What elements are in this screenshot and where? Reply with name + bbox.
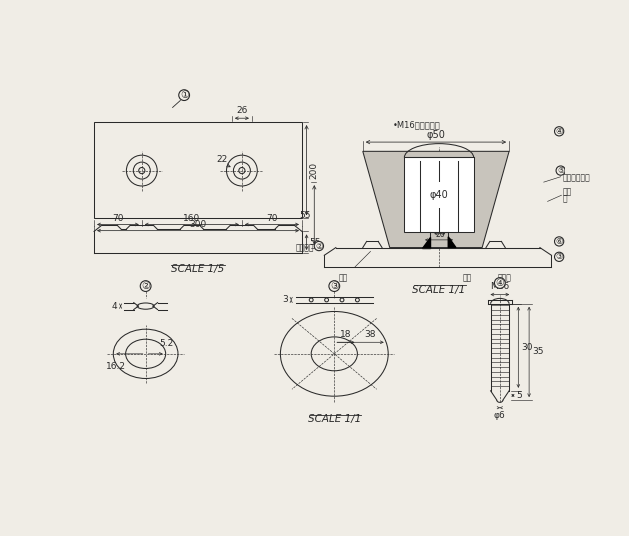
Text: 油灰：氧化锡: 油灰：氧化锡 bbox=[563, 174, 591, 183]
Text: 锂: 锂 bbox=[563, 195, 567, 204]
Text: •M16螺栓和螺母: •M16螺栓和螺母 bbox=[393, 121, 440, 130]
Text: ④: ④ bbox=[555, 127, 563, 136]
Text: SCALE 1/1: SCALE 1/1 bbox=[308, 414, 361, 424]
Bar bbox=[94, 122, 302, 218]
Text: 16.2: 16.2 bbox=[106, 362, 126, 370]
Polygon shape bbox=[448, 237, 456, 248]
Text: 弹簧垫圈: 弹簧垫圈 bbox=[296, 243, 314, 252]
Text: ABOUT: ABOUT bbox=[428, 225, 453, 230]
Text: 200: 200 bbox=[309, 162, 319, 179]
Text: ②: ② bbox=[315, 242, 323, 250]
Text: 22: 22 bbox=[216, 155, 228, 163]
Text: ①: ① bbox=[180, 90, 189, 100]
Text: 26: 26 bbox=[436, 230, 445, 239]
Text: ③: ③ bbox=[555, 252, 563, 262]
Text: 70: 70 bbox=[112, 214, 124, 223]
Text: ④: ④ bbox=[496, 278, 504, 288]
Polygon shape bbox=[363, 151, 509, 248]
Text: SCALE 1/1: SCALE 1/1 bbox=[413, 285, 465, 295]
Circle shape bbox=[555, 237, 564, 246]
Text: 55: 55 bbox=[299, 211, 311, 220]
Text: φ50: φ50 bbox=[426, 130, 445, 140]
Text: 26: 26 bbox=[237, 106, 248, 115]
Text: 焊接: 焊接 bbox=[339, 273, 348, 282]
Circle shape bbox=[494, 278, 505, 288]
Text: ⑥: ⑥ bbox=[555, 237, 563, 246]
Circle shape bbox=[314, 241, 323, 251]
Text: ⑤: ⑤ bbox=[557, 166, 564, 175]
Circle shape bbox=[555, 252, 564, 262]
Circle shape bbox=[555, 126, 564, 136]
Circle shape bbox=[329, 281, 340, 292]
Text: ③: ③ bbox=[330, 281, 338, 291]
Text: 3: 3 bbox=[282, 295, 288, 304]
Text: 18: 18 bbox=[340, 330, 352, 339]
Text: φ6: φ6 bbox=[494, 411, 506, 420]
Text: 55: 55 bbox=[309, 237, 321, 247]
Text: 160: 160 bbox=[183, 214, 201, 223]
Text: 35: 35 bbox=[532, 347, 543, 356]
Text: 核心: 核心 bbox=[563, 188, 572, 197]
Polygon shape bbox=[422, 237, 430, 248]
Text: 4: 4 bbox=[112, 302, 118, 310]
Text: 38: 38 bbox=[364, 330, 376, 339]
Text: 垫圈: 垫圈 bbox=[463, 273, 472, 282]
Text: 300: 300 bbox=[189, 220, 207, 229]
Text: ②: ② bbox=[142, 281, 150, 291]
Text: 5: 5 bbox=[516, 391, 522, 400]
Text: 18: 18 bbox=[436, 224, 445, 233]
Text: 5.2: 5.2 bbox=[160, 339, 174, 348]
Circle shape bbox=[140, 281, 151, 292]
Text: SCALE 1/5: SCALE 1/5 bbox=[171, 264, 225, 274]
Bar bbox=[404, 158, 474, 232]
Circle shape bbox=[179, 90, 189, 101]
Text: 橡胶板: 橡胶板 bbox=[498, 273, 511, 282]
Circle shape bbox=[556, 166, 565, 175]
Text: 30: 30 bbox=[521, 343, 533, 352]
Text: φ40: φ40 bbox=[430, 190, 448, 200]
Text: 70: 70 bbox=[266, 214, 277, 223]
Text: M16: M16 bbox=[490, 282, 509, 292]
